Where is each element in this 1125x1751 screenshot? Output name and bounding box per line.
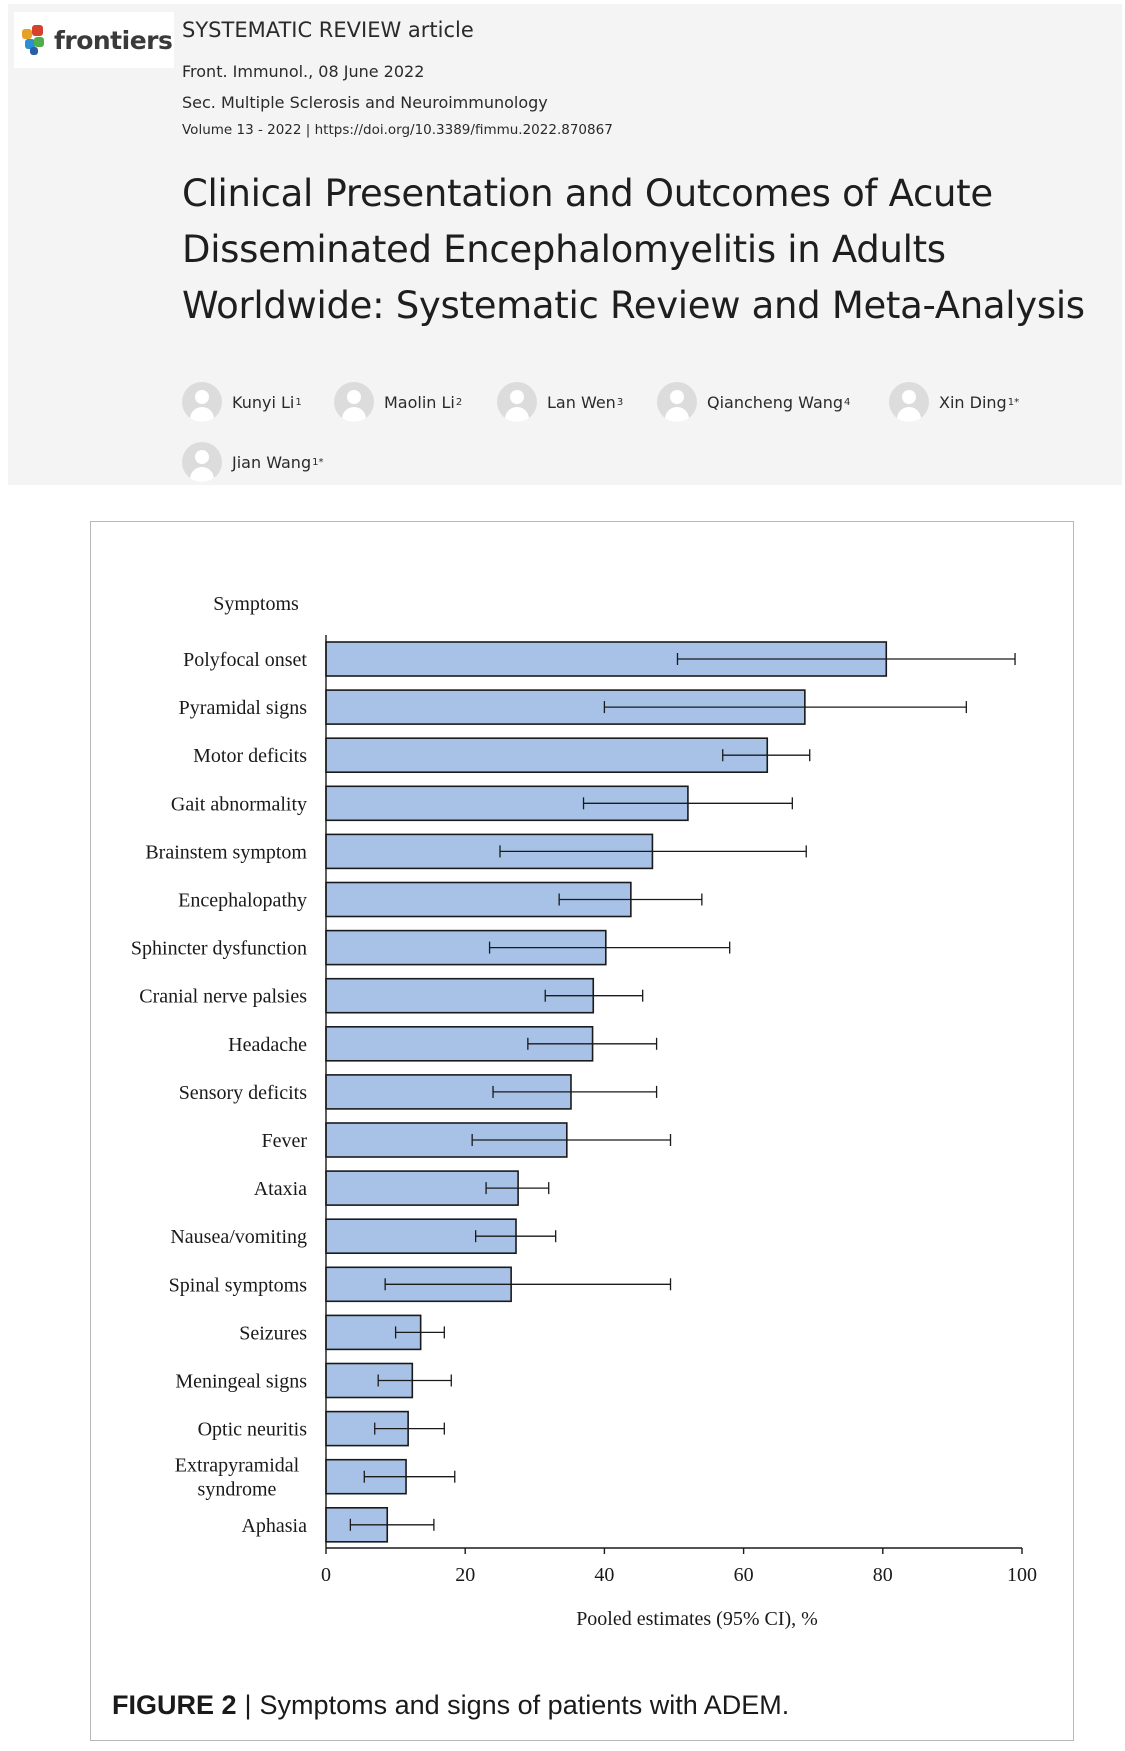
x-tick-label: 80 — [873, 1564, 893, 1586]
category-label: Encephalopathy — [178, 890, 307, 912]
avatar-icon — [334, 382, 374, 422]
error-bar — [558, 893, 703, 906]
error-bar — [377, 1374, 452, 1387]
error-bar — [492, 1085, 658, 1098]
category-header: Symptoms — [213, 593, 299, 615]
category-label: Headache — [228, 1034, 307, 1056]
category-label: Brainstem symptom — [145, 841, 307, 863]
figure-caption: FIGURE 2 | Symptoms and signs of patients … — [112, 1690, 789, 1721]
author-affiliation: 1 — [295, 396, 302, 408]
caption-separator: | — [244, 1690, 252, 1720]
bars-layer — [325, 641, 1016, 1543]
error-bar — [474, 1230, 557, 1243]
error-bar — [499, 845, 807, 858]
article-type: SYSTEMATIC REVIEW article — [182, 18, 474, 42]
author-name: Qiancheng Wang — [707, 392, 844, 412]
author-lan-wen[interactable]: Lan Wen 3 — [497, 382, 623, 422]
category-label: Extrapyramidal syndrome — [175, 1455, 300, 1501]
category-label: Seizures — [239, 1322, 307, 1344]
author-affiliation: 4 — [844, 396, 851, 408]
author-name: Lan Wen — [547, 392, 616, 412]
error-bar — [471, 1134, 672, 1146]
caption-text: Symptoms and signs of patients with ADEM… — [259, 1690, 790, 1720]
author-maolin-li[interactable]: Maolin Li 2 — [334, 382, 462, 422]
category-label: Gait abnormality — [171, 793, 307, 815]
author-jian-wang[interactable]: Jian Wang 1* — [182, 442, 323, 482]
x-tick-label: 100 — [1007, 1564, 1037, 1586]
error-bar — [722, 749, 811, 762]
author-affiliation: 3 — [616, 396, 624, 408]
logo-text: frontiers — [54, 25, 173, 55]
category-label: Nausea/vomiting — [170, 1226, 307, 1248]
x-axis-layer: 0 20 40 60 80 100 — [321, 635, 1037, 1586]
author-kunyi-li[interactable]: Kunyi Li 1 — [182, 382, 302, 422]
category-labels-layer: Polyfocal onset Pyramidal signs Motor defi… — [131, 649, 308, 1537]
avatar-icon — [889, 382, 929, 422]
avatar-icon — [182, 382, 222, 422]
error-bar — [374, 1422, 445, 1435]
author-affiliation: 2 — [455, 396, 463, 408]
author-affiliation: 1* — [1007, 396, 1020, 408]
x-tick-label: 60 — [734, 1564, 754, 1586]
author-name: Jian Wang — [232, 452, 312, 472]
category-label: Sensory deficits — [179, 1082, 308, 1104]
avatar-icon — [182, 442, 222, 482]
bar-motor-deficits — [325, 737, 769, 774]
author-qiancheng-wang[interactable]: Qiancheng Wang 4 — [657, 382, 850, 422]
error-bar — [363, 1470, 456, 1483]
author-name: Kunyi Li — [232, 392, 295, 412]
author-affiliation: 1* — [312, 456, 324, 468]
avatar-icon — [497, 382, 537, 422]
category-label: Pyramidal signs — [179, 697, 308, 719]
error-bar — [582, 797, 793, 810]
category-label: Motor deficits — [193, 745, 307, 767]
figure-frame — [90, 521, 1074, 1741]
article-header: frontiers SYSTEMATIC REVIEW article Fron… — [8, 4, 1122, 485]
category-label: Spinal symptoms — [169, 1274, 308, 1296]
journal-line: Front. Immunol., 08 June 2022 — [182, 62, 425, 81]
error-bar — [676, 653, 1016, 665]
error-bar — [603, 701, 967, 714]
category-label: Aphasia — [241, 1515, 307, 1537]
error-bar — [394, 1326, 445, 1339]
error-bar — [349, 1518, 435, 1531]
error-bar — [485, 1182, 550, 1195]
article-title: Clinical Presentation and Outcomes of Ac… — [182, 172, 1085, 327]
author-name: Xin Ding — [939, 392, 1007, 412]
error-bar — [488, 941, 731, 954]
category-label: Fever — [261, 1130, 307, 1152]
category-label: Meningeal signs — [175, 1371, 307, 1393]
error-bar — [544, 989, 644, 1002]
caption-label: FIGURE 2 — [112, 1690, 237, 1720]
frontiers-logo[interactable]: frontiers — [14, 12, 174, 68]
category-label: Cranial nerve palsies — [139, 986, 307, 1008]
x-tick-label: 20 — [455, 1564, 475, 1586]
error-bar — [527, 1037, 658, 1050]
author-xin-ding[interactable]: Xin Ding 1* — [889, 382, 1019, 422]
x-axis-label: Pooled estimates (95% CI), % — [576, 1608, 818, 1630]
category-label: Ataxia — [254, 1178, 307, 1200]
frontiers-logo-icon — [22, 25, 48, 55]
avatar-icon — [657, 382, 697, 422]
category-label: Polyfocal onset — [183, 649, 307, 671]
error-bar — [384, 1278, 672, 1291]
volume-doi-line[interactable]: Volume 13 - 2022 | https://doi.org/10.33… — [182, 122, 613, 138]
category-label: Optic neuritis — [198, 1419, 308, 1441]
author-name: Maolin Li — [384, 392, 455, 412]
x-tick-label: 40 — [594, 1564, 614, 1586]
x-tick-label: 0 — [321, 1564, 331, 1586]
section-line[interactable]: Sec. Multiple Sclerosis and Neuroimmunol… — [182, 93, 548, 112]
category-label: Sphincter dysfunction — [131, 938, 307, 960]
